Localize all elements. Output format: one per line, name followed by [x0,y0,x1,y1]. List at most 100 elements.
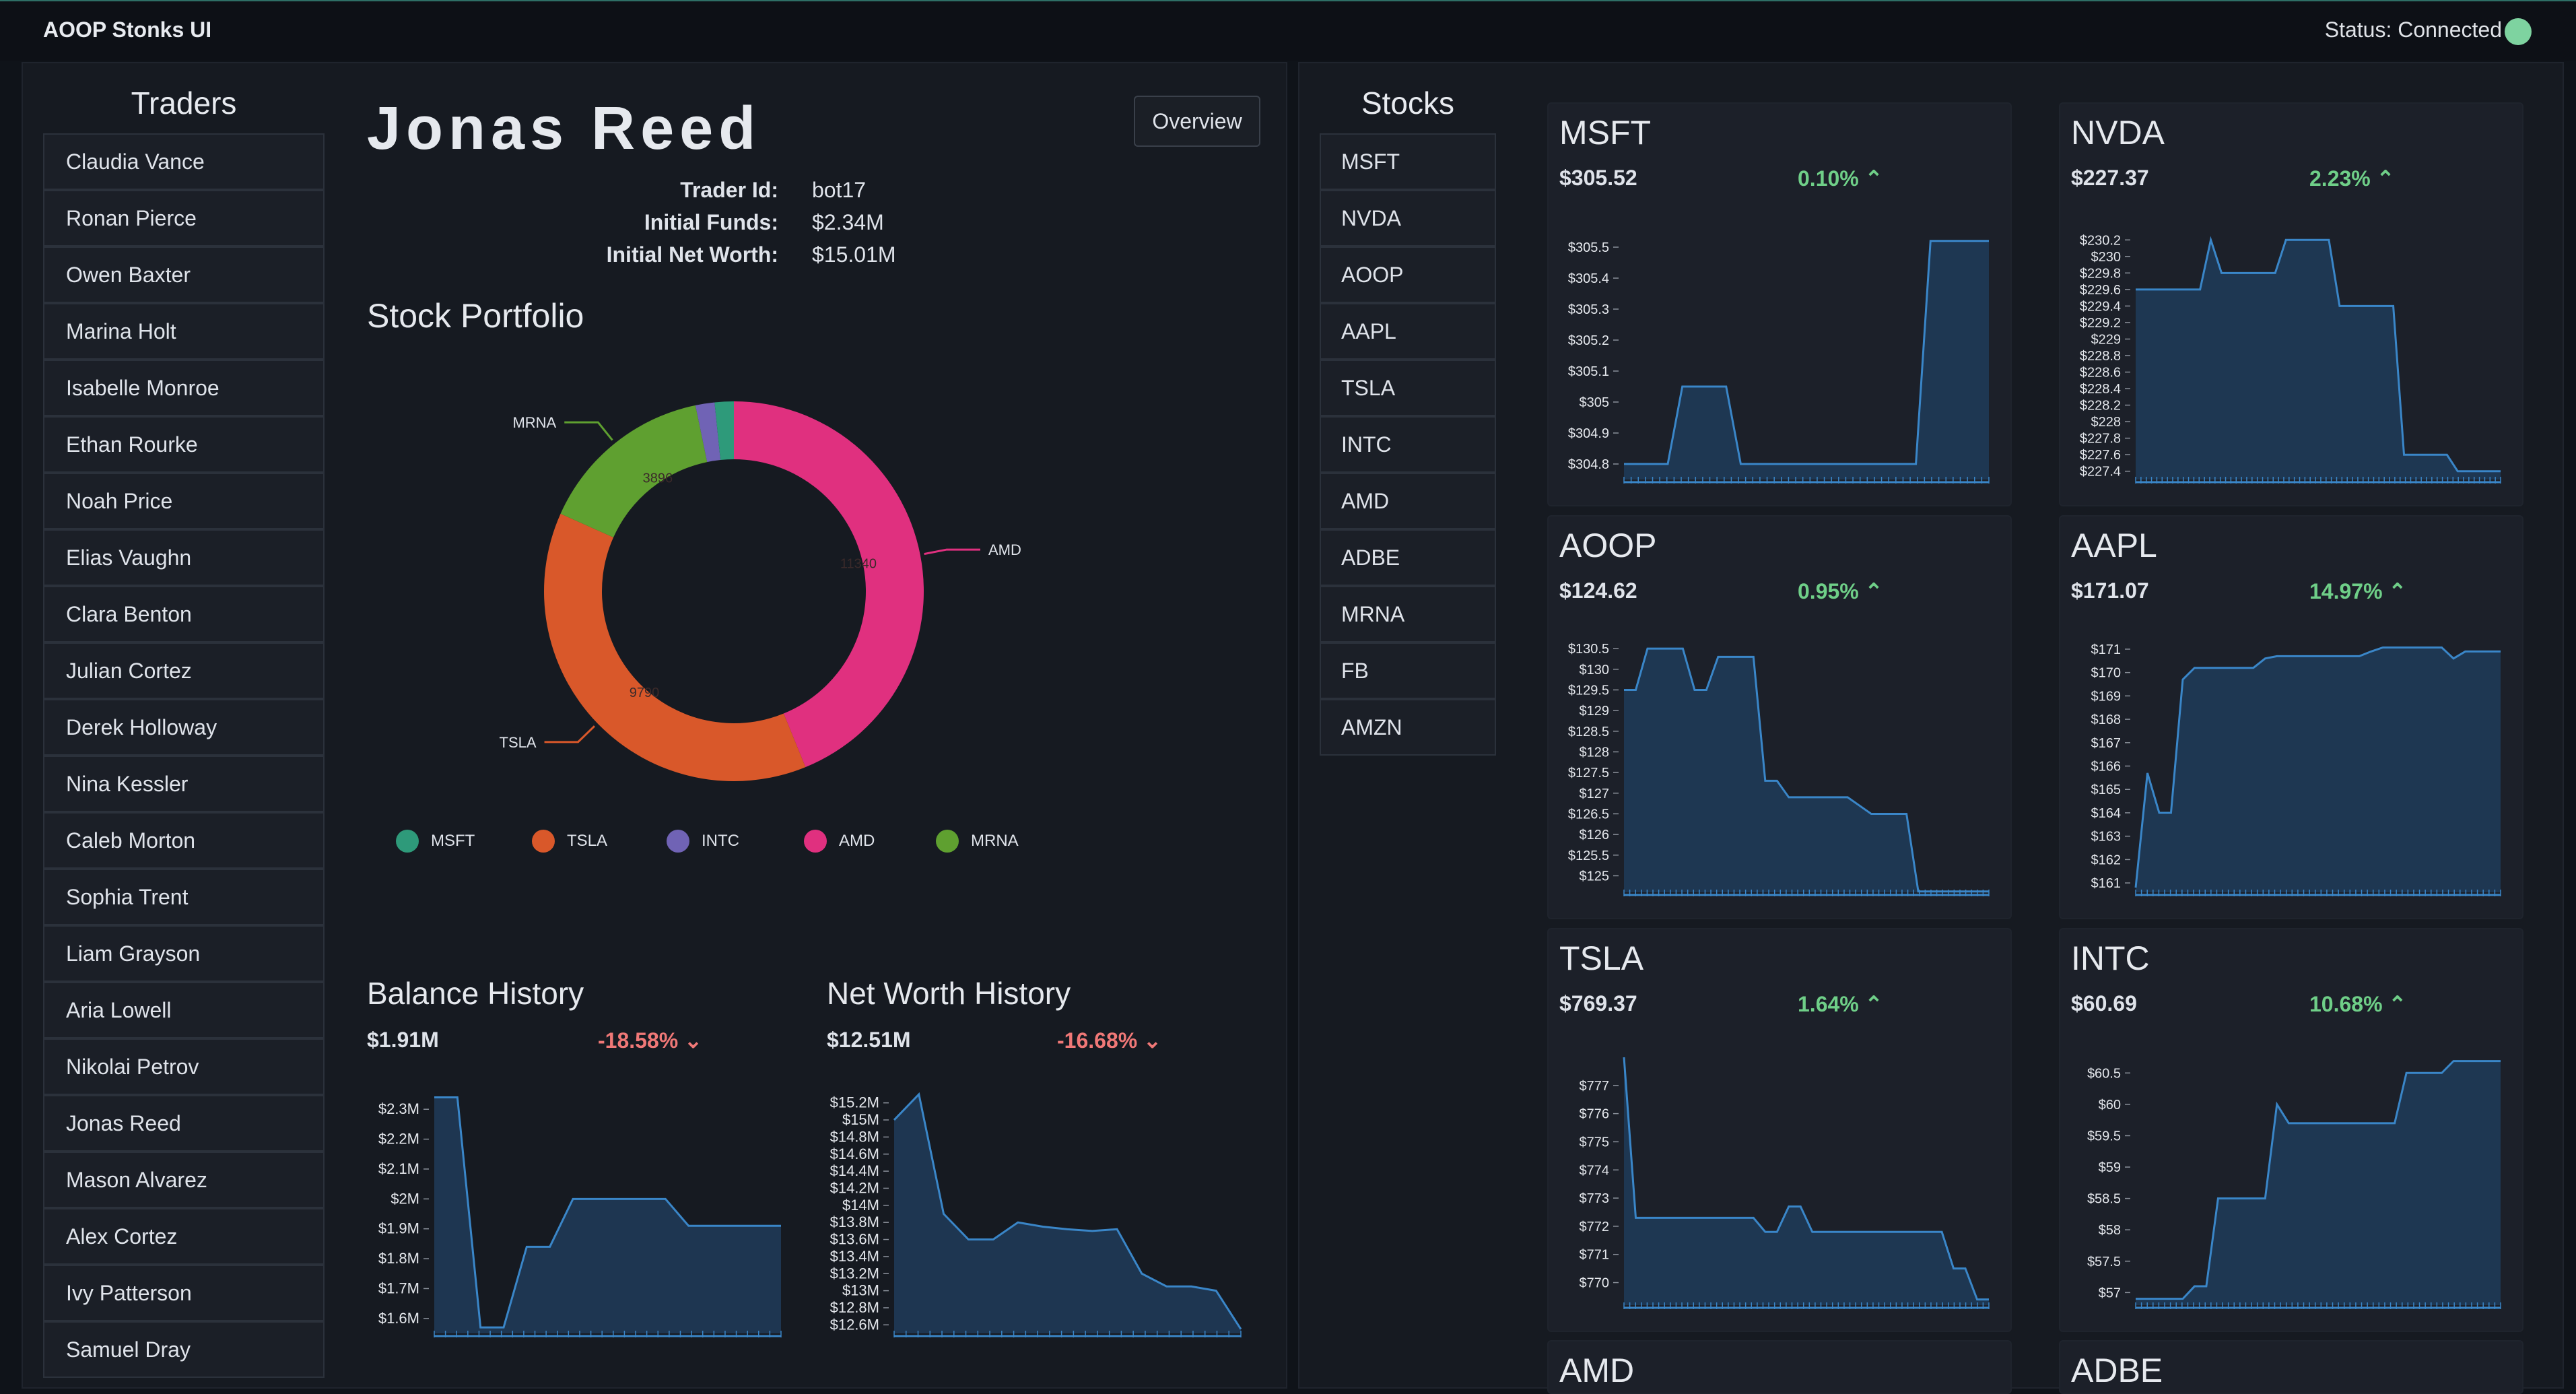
trader-list-item[interactable]: Elias Vaughn [43,529,325,586]
y-tick-label: $12.6M [830,1316,879,1333]
trader-list-item[interactable]: Claudia Vance [43,133,325,190]
donut-slice-amd[interactable] [734,401,924,768]
donut-slice-intc[interactable] [695,402,721,463]
trader-id-value: bot17 [812,178,867,202]
trader-list-item[interactable]: Clara Benton [43,586,325,642]
stock-card-tsla[interactable]: TSLA $769.37 1.64% ⌃ $777 $776 $775 $774 $773 $7… [1547,928,2012,1332]
series-line [434,1096,781,1329]
trader-list-item[interactable]: Samuel Dray [43,1321,325,1378]
slice-name-label: TSLA [500,734,537,751]
stock-card-amd[interactable]: AMD [1547,1340,2012,1394]
legend-swatch-icon [804,830,827,853]
stock-card-msft[interactable]: MSFT $305.52 0.10% ⌃ $305.5 $305.4 $305.3 $305… [1547,102,2012,506]
legend-item-amd[interactable]: AMD [804,830,875,853]
trader-list-item[interactable]: Liam Grayson [43,925,325,982]
donut-slice-msft[interactable] [714,401,734,461]
trader-list-item[interactable]: Jonas Reed [43,1095,325,1152]
stock-list-item[interactable]: AMD [1320,473,1496,529]
overview-button[interactable]: Overview [1134,96,1260,147]
donut-slice-tsla[interactable] [543,513,806,781]
stock-card-chart: $171 $170 $169 $168 $167 $166 $165 $164 $163 $162… [2091,642,2501,896]
stock-list-item[interactable]: NVDA [1320,190,1496,246]
y-tick-label: $59 [2099,1160,2121,1175]
y-tick-label: $165 [2091,783,2122,797]
stock-card-aoop[interactable]: AOOP $124.62 0.95% ⌃ $130.5 $130 $129.5 $129 $1… [1547,515,2012,919]
chevron-up-icon: ⌃ [2382,992,2407,1016]
networth-history-title: Net Worth History [827,976,1071,1011]
y-tick-label: $230.2 [2080,233,2121,248]
stock-card-change-value: 10.68% [2309,992,2383,1016]
trader-list-item[interactable]: Derek Holloway [43,699,325,756]
stock-card-ticker: NVDA [2071,114,2165,152]
trader-list-item[interactable]: Julian Cortez [43,642,325,699]
stock-list-item[interactable]: MSFT [1320,133,1496,190]
y-tick-label: $129 [1580,704,1610,719]
trader-list-item[interactable]: Marina Holt [43,303,325,360]
trader-list-item[interactable]: Owen Baxter [43,246,325,303]
trader-list-item[interactable]: Sophia Trent [43,869,325,925]
y-tick-label: $771 [1580,1248,1610,1263]
stock-list-item[interactable]: AMZN [1320,699,1496,756]
trader-list-item[interactable]: Ronan Pierce [43,190,325,246]
stock-card-nvda[interactable]: NVDA $227.37 2.23% ⌃ $230.2 $230 $229.8 $229.6… [2059,102,2523,506]
trader-list-item[interactable]: Noah Price [43,473,325,529]
trader-list-item[interactable]: Caleb Morton [43,812,325,869]
y-tick-label: $58.5 [2087,1192,2121,1207]
stock-card-intc[interactable]: INTC $60.69 10.68% ⌃ $60.5 $60 $59.5 $59 $58.5 $… [2059,928,2523,1332]
stock-card-ticker: AAPL [2071,527,2157,564]
legend-label: TSLA [567,832,608,850]
stock-list-item[interactable]: INTC [1320,416,1496,473]
y-tick-label: $13.4M [830,1248,879,1265]
trader-list-item[interactable]: Isabelle Monroe [43,360,325,416]
stock-card-ticker: INTC [2071,939,2150,977]
trader-list-item[interactable]: Aria Lowell [43,982,325,1038]
stock-card-ticker: TSLA [1559,939,1644,977]
chevron-up-icon: ⌃ [2370,166,2395,191]
y-tick-label: $305.5 [1568,240,1609,255]
stock-list-item[interactable]: AOOP [1320,246,1496,303]
y-tick-label: $776 [1580,1107,1610,1122]
trader-list-item[interactable]: Ethan Rourke [43,416,325,473]
stock-list-item[interactable]: ADBE [1320,529,1496,586]
stocks-list: MSFT NVDA AOOP AAPL TSLA INTC AMD ADBE MRNA FB AMZ… [1320,133,1496,756]
series-line [2134,646,2501,888]
stock-card-chart: $230.2 $230$229.8 $229.6$229.4 $229.2$229 $2… [2080,233,2501,484]
stock-card-change: 2.23% ⌃ [2309,166,2394,191]
y-tick-label: $228 [2091,415,2122,430]
legend-item-tsla[interactable]: TSLA [532,830,607,853]
y-tick-label: $227.8 [2080,432,2121,446]
stock-card-aapl[interactable]: AAPL $171.07 14.97% ⌃ $171 $170 $169 $168 $167 $… [2059,515,2523,919]
balance-value: $1.91M [367,1028,439,1052]
trader-list-item[interactable]: Nikolai Petrov [43,1038,325,1095]
slice-name-label: MRNA [512,414,556,431]
y-tick-label: $125.5 [1568,849,1609,863]
trader-list-item[interactable]: Mason Alvarez [43,1152,325,1208]
y-tick-label: $229 [2091,332,2122,347]
y-tick-label: $774 [1580,1163,1610,1178]
stock-card-price: $305.52 [1559,166,1637,190]
legend-item-mrna[interactable]: MRNA [936,830,1019,853]
y-tick-label: $229.8 [2080,266,2121,281]
legend-item-msft[interactable]: MSFT [396,830,475,853]
series-line [2136,236,2501,473]
trader-list-item[interactable]: Nina Kessler [43,756,325,812]
donut-slice-mrna[interactable] [560,405,708,538]
legend-item-intc[interactable]: INTC [667,830,739,853]
slice-value-label: 3896 [643,471,673,486]
initial-networth-value: $15.01M [812,242,896,267]
stock-list-item[interactable]: AAPL [1320,303,1496,360]
stock-list-item[interactable]: MRNA [1320,586,1496,642]
stock-list-item[interactable]: FB [1320,642,1496,699]
trader-list-item[interactable]: Ivy Patterson [43,1265,325,1321]
status-indicator-icon [2505,18,2532,45]
y-tick-label: $12.8M [830,1299,879,1316]
initial-networth-label: Initial Net Worth: [606,242,778,267]
y-tick-label: $228.4 [2080,382,2121,397]
chevron-down-icon: ⌄ [684,1028,702,1053]
y-tick-label: $1.7M [378,1280,419,1296]
trader-list-item[interactable]: Alex Cortez [43,1208,325,1265]
stock-card-adbe[interactable]: ADBE [2059,1340,2523,1394]
y-tick-label: $163 [2091,830,2122,844]
trader-id-label: Trader Id: [680,178,778,202]
stock-list-item[interactable]: TSLA [1320,360,1496,416]
